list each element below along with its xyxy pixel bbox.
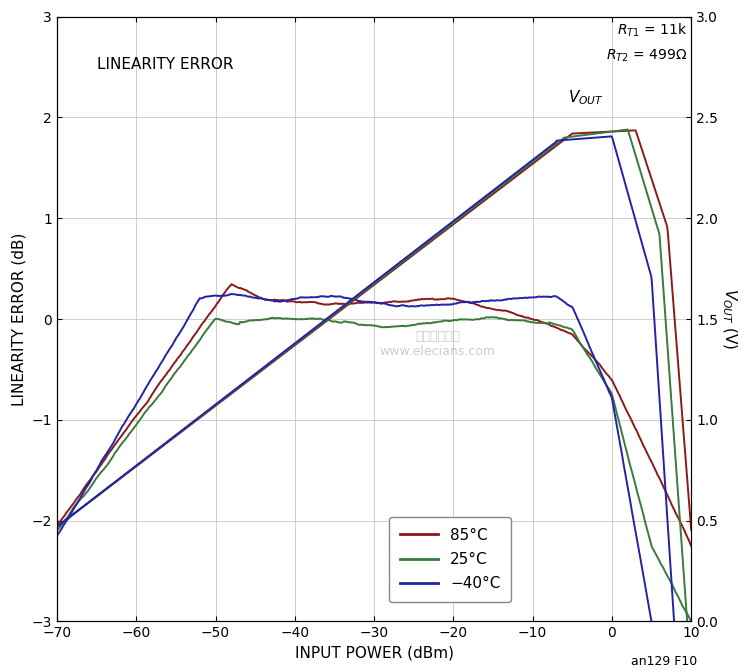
Y-axis label: LINEARITY ERROR (dB): LINEARITY ERROR (dB) bbox=[11, 233, 26, 406]
Text: an129 F10: an129 F10 bbox=[632, 655, 698, 668]
Y-axis label: $V_{OUT}$ (V): $V_{OUT}$ (V) bbox=[721, 288, 739, 349]
Text: LINEARITY ERROR: LINEARITY ERROR bbox=[97, 57, 233, 72]
Legend: 85°C, 25°C, −40°C: 85°C, 25°C, −40°C bbox=[389, 517, 512, 601]
Text: $R_{T1}$ = 11k
$R_{T2}$ = 499Ω: $R_{T1}$ = 11k $R_{T2}$ = 499Ω bbox=[606, 22, 687, 64]
Text: 电子发烧友网
www.elecians.com: 电子发烧友网 www.elecians.com bbox=[380, 330, 496, 358]
X-axis label: INPUT POWER (dBm): INPUT POWER (dBm) bbox=[295, 646, 454, 661]
Text: $V_{OUT}$: $V_{OUT}$ bbox=[568, 89, 604, 108]
